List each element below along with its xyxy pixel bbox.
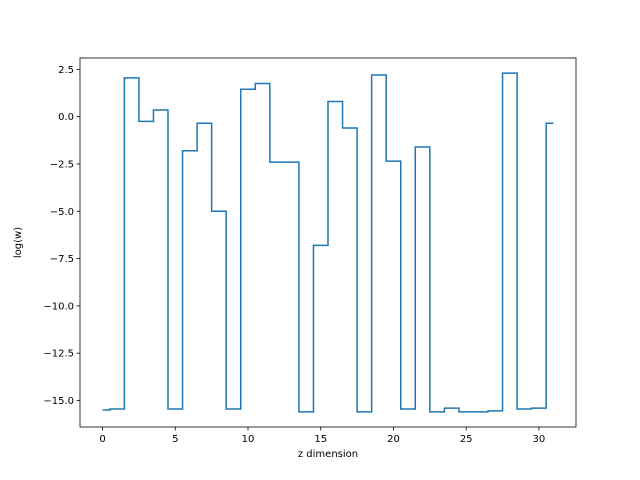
y-tick-label: −12.5	[43, 349, 74, 360]
y-tick-label: −15.0	[43, 396, 74, 407]
y-tick-label: 2.5	[58, 65, 74, 76]
y-tick-label: −7.5	[50, 254, 74, 265]
x-tick-label: 15	[314, 434, 327, 445]
y-tick-label: 0.0	[58, 112, 74, 123]
series-line-0	[102, 72, 554, 413]
x-tick-label: 20	[387, 434, 400, 445]
x-tick-label: 10	[242, 434, 255, 445]
axes-frame	[79, 57, 577, 428]
y-tick-label: −2.5	[50, 159, 74, 170]
y-tick-label: −5.0	[50, 207, 74, 218]
x-tick-label: 30	[533, 434, 546, 445]
y-axis-label: log(w)	[13, 227, 24, 258]
axes: 0 5 10 15 20 25 30 2.5 0.0 −2.5 −5.0 −7.5 −10.0 −12.5…	[43, 57, 577, 445]
x-axis-label: z dimension	[298, 449, 358, 460]
y-tick-label: −10.0	[43, 301, 74, 312]
x-tick-label: 0	[99, 434, 105, 445]
x-tick-label: 5	[172, 434, 178, 445]
plot-area	[102, 72, 554, 413]
x-tick-label: 25	[460, 434, 473, 445]
